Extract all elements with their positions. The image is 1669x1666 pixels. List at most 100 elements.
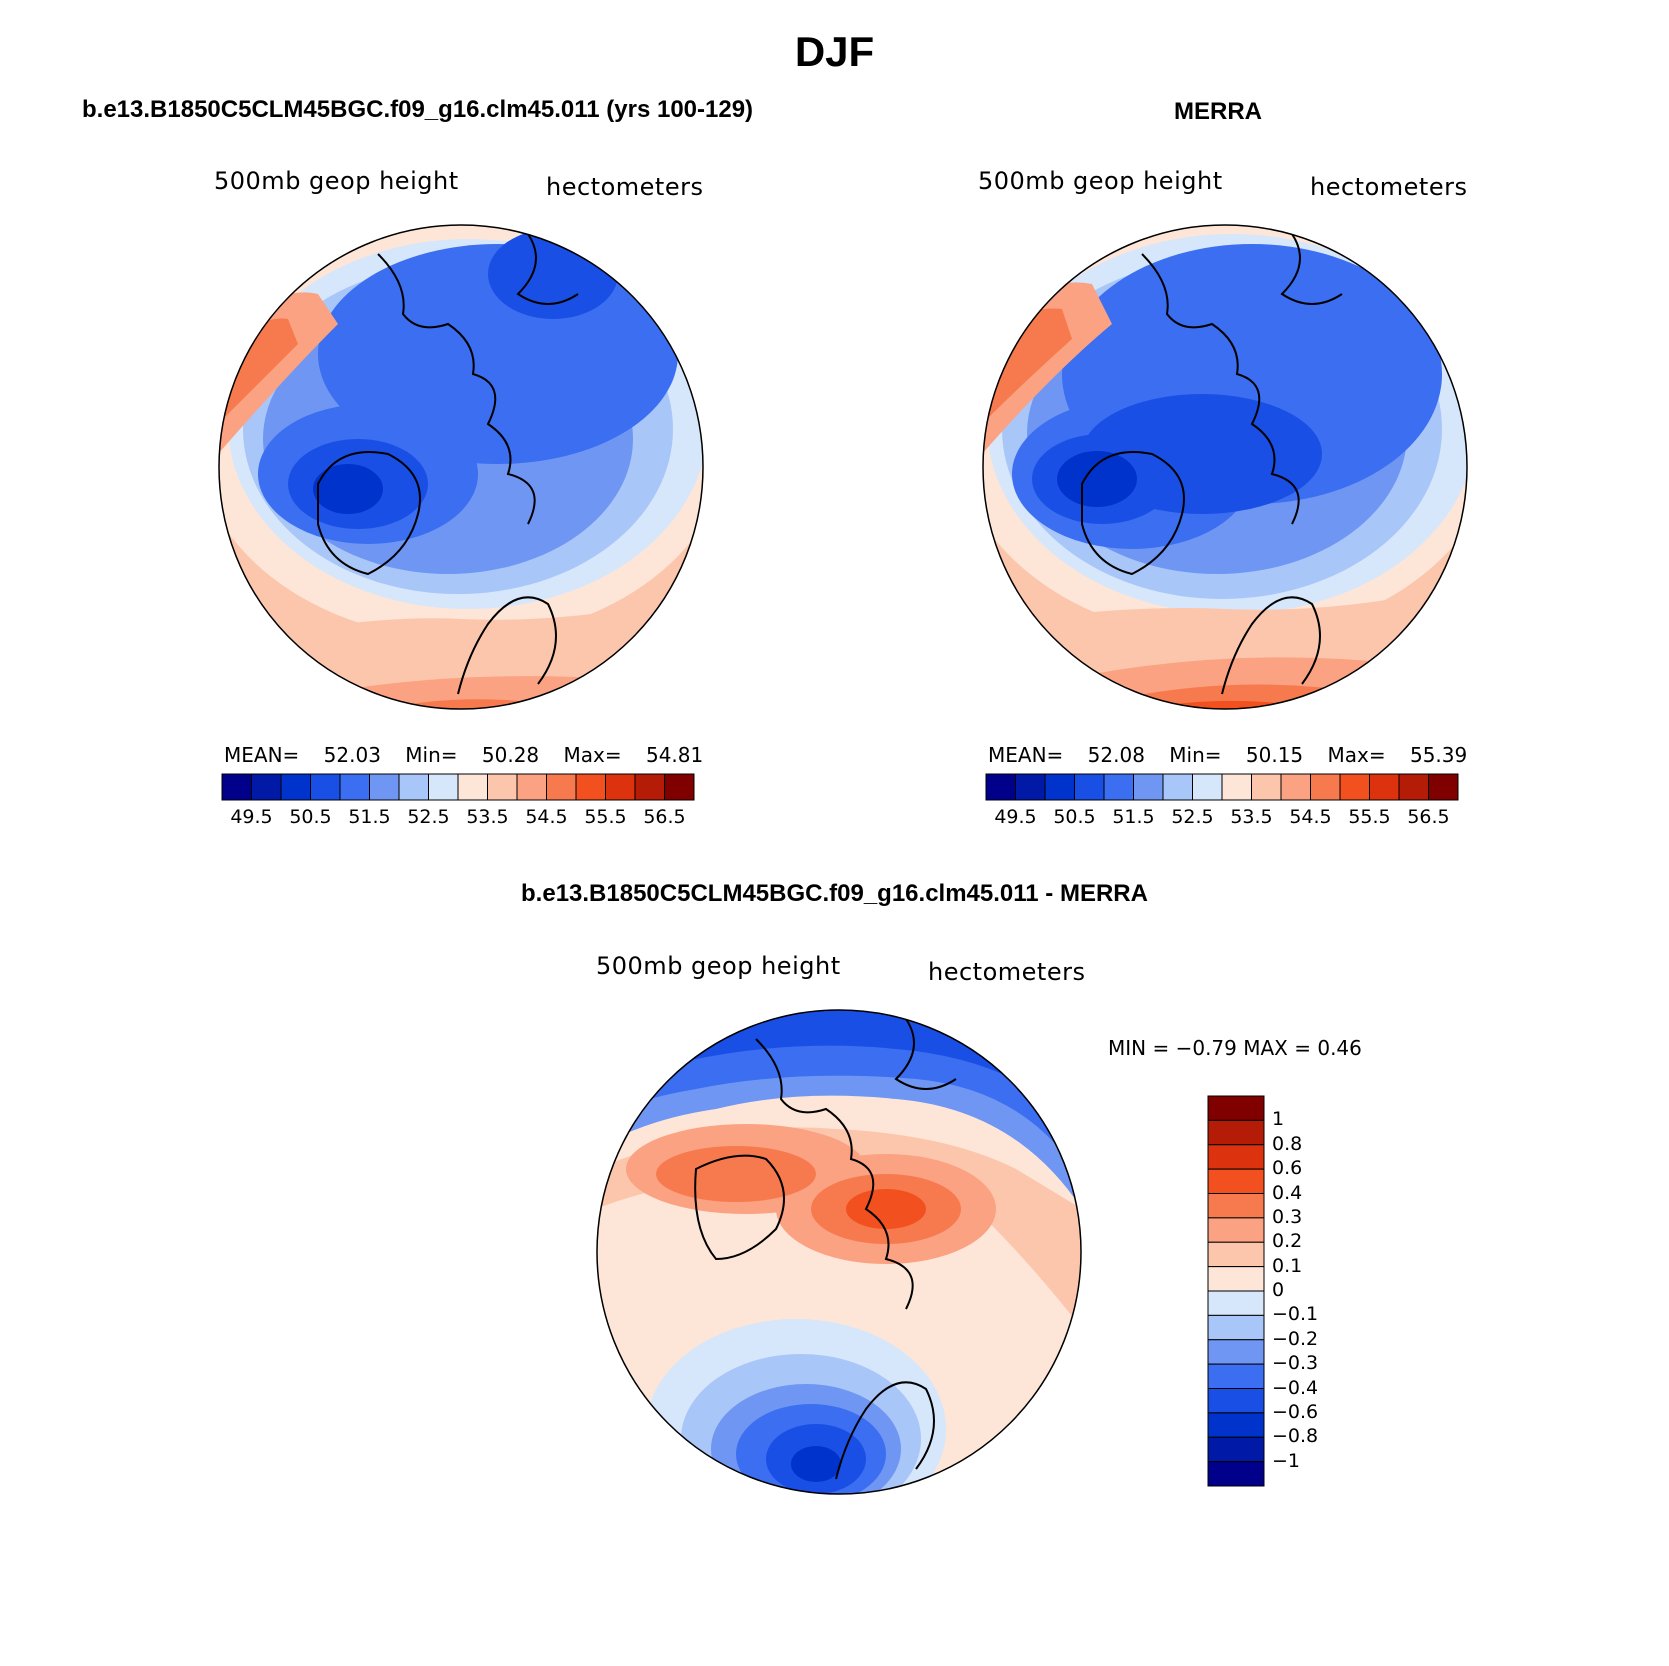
colorbar-swatch (1207, 1144, 1265, 1170)
colorbar-tick-label: 50.5 (1053, 806, 1096, 828)
colorbar-swatch (457, 773, 488, 801)
map-obs (982, 224, 1468, 710)
coastline (1141, 253, 1300, 525)
colorbar-swatch (1103, 773, 1134, 801)
coastline (694, 1154, 785, 1261)
colorbar-tick-label: 56.5 (643, 806, 686, 828)
colorbar-tick-label: 0.3 (1272, 1205, 1303, 1228)
colorbar-tick-label: −0.1 (1272, 1303, 1319, 1326)
colorbar-swatch (1207, 1388, 1265, 1414)
coastline (894, 1018, 957, 1090)
colorbar-swatch (1207, 1241, 1265, 1268)
colorbar-swatch (546, 773, 577, 801)
contour-band (1057, 451, 1137, 507)
map-model (218, 224, 704, 710)
coastline (516, 233, 579, 305)
colorbar-tick-label: 0.6 (1272, 1157, 1303, 1180)
map-boundary (982, 224, 1468, 710)
colorbar-swatch (280, 773, 311, 801)
coastline (755, 1038, 914, 1310)
contour-band (313, 464, 383, 514)
colorbar-tick-label: 55.5 (584, 806, 627, 828)
colorbar-swatch (1207, 1461, 1265, 1487)
colorbar-tick-label: 52.5 (1171, 806, 1214, 828)
colorbar-swatch (1207, 1119, 1265, 1146)
mean-label: MEAN= (988, 743, 1064, 767)
mean-label: MEAN= (224, 743, 300, 767)
colorbar-tick-label: 50.5 (289, 806, 332, 828)
colorbar-tick-label: 55.5 (1348, 806, 1391, 828)
coastline (835, 1381, 935, 1480)
panel-diff-title: b.e13.B1850C5CLM45BGC.f09_g16.clm45.011 … (521, 880, 1148, 907)
colorbar-tick-label: 0 (1272, 1279, 1285, 1301)
min-value: 50.28 (481, 743, 540, 767)
panel-diff-minmax: MIN = −0.79 MAX = 0.46 (1108, 1036, 1362, 1060)
colorbar-swatch (428, 773, 459, 801)
colorbar-tick-label: −0.3 (1272, 1352, 1319, 1375)
colorbar-model (221, 773, 695, 801)
colorbar-swatch (985, 773, 1016, 801)
map-boundary (596, 1009, 1082, 1495)
colorbar-tick-label: −0.6 (1272, 1400, 1319, 1423)
colorbar-tick-label: 0.4 (1272, 1181, 1303, 1204)
colorbar-swatch (1207, 1412, 1265, 1438)
contour-band (846, 1189, 926, 1229)
colorbar-swatch (1133, 773, 1164, 801)
colorbar-tick-label: 52.5 (407, 806, 450, 828)
colorbar-tick-label: 49.5 (994, 806, 1037, 828)
colorbar-obs (985, 773, 1459, 801)
colorbar-swatch (516, 773, 547, 801)
colorbar-swatch (1339, 773, 1370, 801)
colorbar-tick-label: 53.5 (466, 806, 509, 828)
colorbar-tick-label: 51.5 (348, 806, 391, 828)
colorbar-swatch (1207, 1266, 1265, 1292)
colorbar-swatch (221, 773, 252, 801)
colorbar-diff (1207, 1095, 1265, 1487)
colorbar-obs-ticks: 49.5 50.5 51.5 52.5 53.5 54.5 55.5 56.5 (986, 806, 1458, 830)
colorbar-swatch (1207, 1217, 1265, 1243)
colorbar-swatch (1280, 773, 1311, 801)
colorbar-swatch (1207, 1095, 1265, 1121)
colorbar-swatch (251, 773, 282, 801)
colorbar-swatch (1015, 773, 1046, 801)
panel-obs-units: hectometers (1310, 173, 1468, 201)
colorbar-swatch (1428, 773, 1459, 801)
colorbar-model-ticks: 49.5 50.5 51.5 52.5 53.5 54.5 55.5 56.5 (222, 806, 694, 830)
colorbar-tick-label: −0.2 (1272, 1327, 1319, 1350)
coastline (1280, 233, 1343, 305)
map-diff (596, 1009, 1082, 1495)
colorbar-swatch (1044, 773, 1075, 801)
colorbar-tick-label: −0.4 (1272, 1376, 1319, 1399)
colorbar-swatch (605, 773, 636, 801)
colorbar-swatch (1369, 773, 1400, 801)
panel-model-stats: MEAN= 52.03 Min= 50.28 Max= 54.81 (224, 743, 703, 767)
colorbar-tick-label: 0.2 (1272, 1230, 1303, 1253)
colorbar-tick-label: 0.1 (1272, 1254, 1303, 1277)
colorbar-swatch (1398, 773, 1429, 801)
colorbar-swatch (634, 773, 665, 801)
colorbar-swatch (1207, 1290, 1265, 1316)
coastline (1081, 451, 1185, 576)
colorbar-tick-label: −1 (1272, 1449, 1301, 1472)
colorbar-swatch (310, 773, 341, 801)
panel-obs-variable: 500mb geop height (978, 167, 1223, 195)
colorbar-swatch (1207, 1363, 1265, 1389)
colorbar-swatch (1207, 1436, 1265, 1463)
max-label: Max= (563, 743, 622, 767)
max-label: Max= (1327, 743, 1386, 767)
panel-obs-stats: MEAN= 52.08 Min= 50.15 Max= 55.39 (988, 743, 1467, 767)
mean-value: 52.03 (323, 743, 381, 767)
colorbar-swatch (664, 773, 695, 801)
contour-band (656, 1146, 816, 1202)
colorbar-swatch (369, 773, 400, 801)
min-value: 50.15 (1245, 743, 1304, 767)
colorbar-tick-label: 0.8 (1272, 1132, 1303, 1155)
panel-obs-title: MERRA (1174, 98, 1262, 125)
map-boundary (218, 224, 704, 710)
panel-diff-units: hectometers (928, 958, 1086, 986)
colorbar-tick-label: 51.5 (1112, 806, 1155, 828)
colorbar-tick-label: 49.5 (230, 806, 273, 828)
colorbar-swatch (339, 773, 370, 801)
figure-title: DJF (794, 28, 875, 75)
colorbar-tick-label: 1 (1272, 1108, 1285, 1131)
